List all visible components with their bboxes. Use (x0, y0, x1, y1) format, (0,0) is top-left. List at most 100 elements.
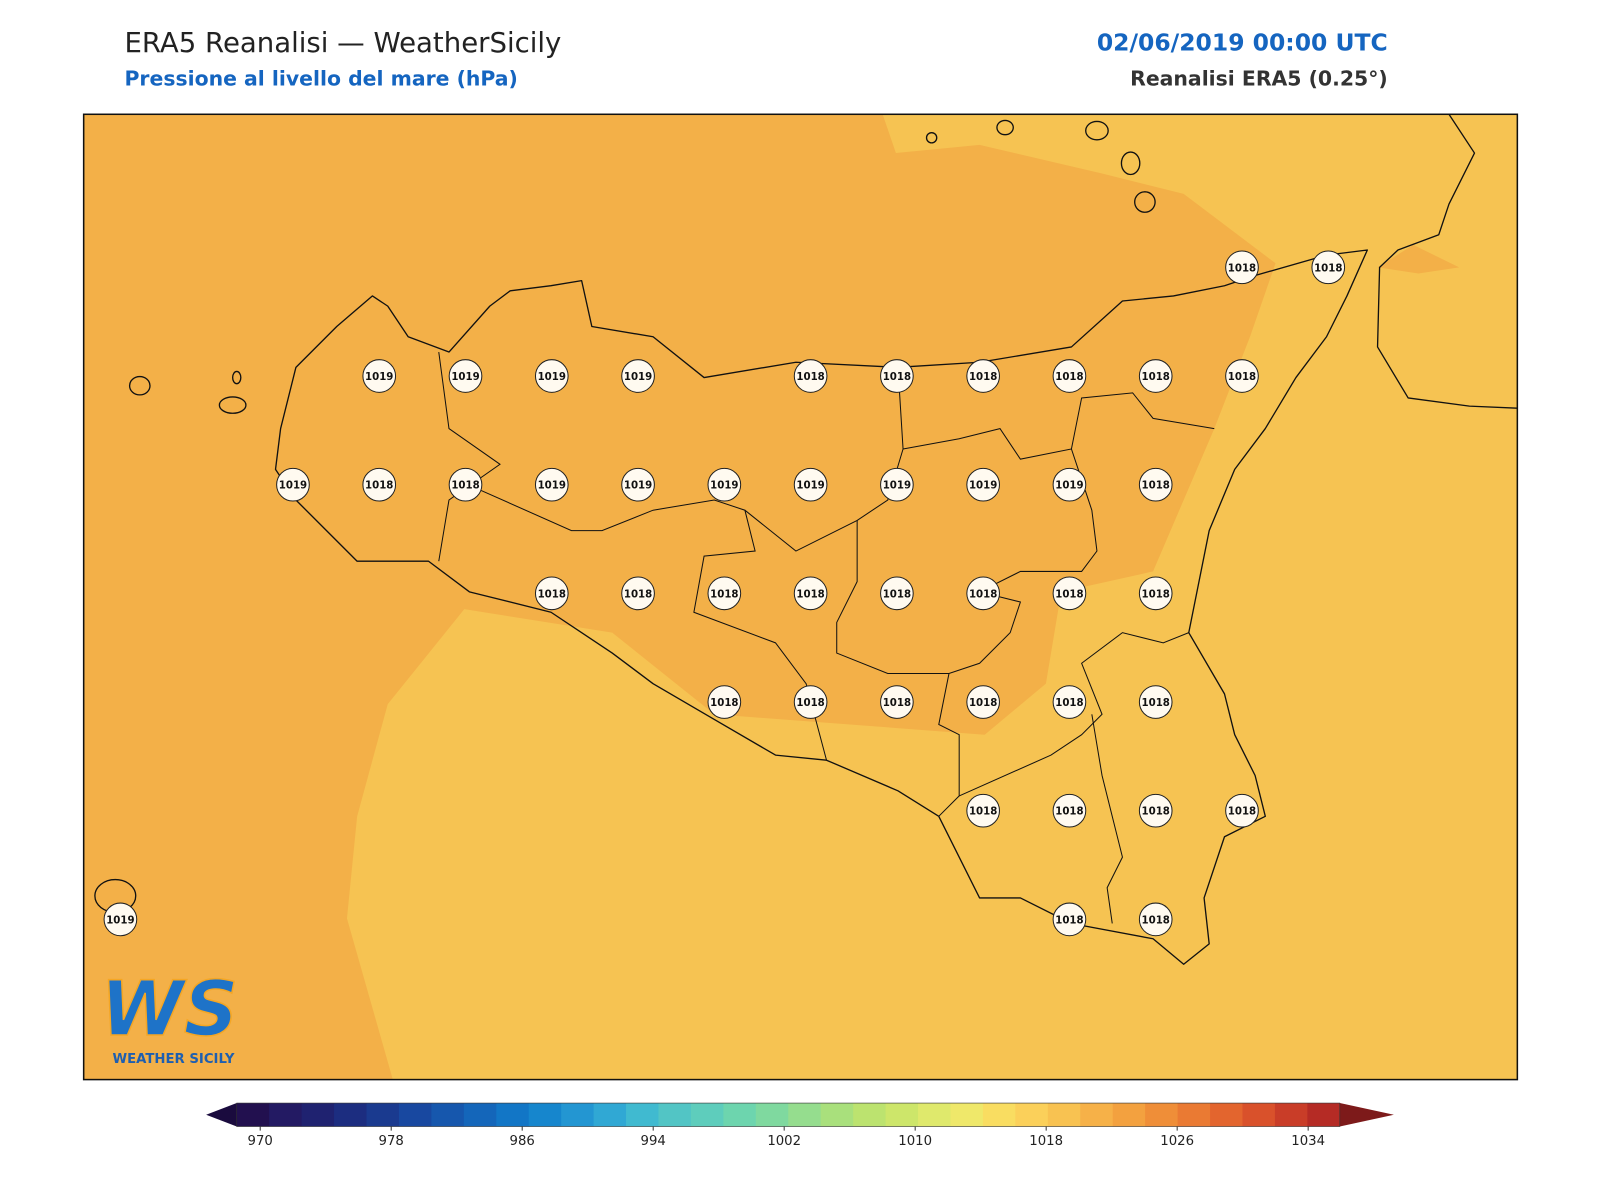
station-value: 1018 (883, 589, 911, 600)
datetime: 02/06/2019 00:00 UTC (1097, 28, 1388, 56)
station-marker (880, 467, 914, 502)
station-value: 1019 (883, 481, 911, 492)
station-value: 1018 (883, 698, 911, 709)
station-marker (534, 576, 569, 611)
station-value: 1019 (538, 372, 566, 383)
station-marker (793, 576, 828, 611)
province-border (1091, 714, 1123, 924)
station-marker (880, 359, 914, 393)
station-marker (1052, 359, 1087, 393)
province-border (744, 367, 904, 552)
title: ERA5 Reanalisi — WeatherSicily (124, 27, 561, 59)
colorbar-swatch (982, 1103, 1016, 1127)
map-frame (82, 113, 1519, 1081)
station-value: 1018 (1228, 807, 1256, 818)
station-marker (621, 467, 655, 502)
colorbar-swatch (1145, 1103, 1178, 1127)
station-marker (448, 359, 483, 393)
station-marker (1052, 793, 1087, 828)
island (1120, 151, 1141, 176)
station-value: 1018 (1142, 589, 1170, 600)
station-marker (534, 359, 569, 393)
station-value: 1018 (365, 481, 393, 492)
colorbar-swatch (885, 1103, 919, 1127)
calabria-coast (1376, 114, 1518, 409)
colorbar-tick-label: 978 (379, 1134, 404, 1149)
colorbar-swatch (1274, 1103, 1308, 1127)
colorbar-swatch (950, 1103, 984, 1127)
province-border (479, 489, 828, 761)
colorbar-swatch (658, 1103, 692, 1127)
station-marker (1138, 902, 1173, 937)
colorbar-swatch (690, 1103, 724, 1127)
sicily-coast (274, 249, 1369, 965)
station-value: 1019 (969, 481, 997, 492)
station-value: 1018 (1142, 481, 1170, 492)
pressure-field-band (83, 114, 1276, 1080)
colorbar: 970 978 986 994 1002 1010 1018 1026 1034 (206, 1102, 1394, 1149)
colorbar-swatch (301, 1103, 335, 1127)
station-marker (1052, 902, 1087, 937)
source: Reanalisi ERA5 (0.25°) (1130, 67, 1388, 91)
station-value: 1018 (710, 589, 738, 600)
colorbar-swatch (788, 1103, 822, 1127)
station-marker (1225, 250, 1259, 285)
station-value: 1018 (969, 589, 997, 600)
colorbar-swatch (820, 1103, 854, 1127)
colorbar-tick-label: 1034 (1291, 1134, 1325, 1149)
station-value: 1018 (969, 698, 997, 709)
colorbar-swatch (723, 1103, 757, 1127)
station-marker (707, 576, 742, 611)
station-value: 1018 (969, 372, 997, 383)
station-value: 1018 (1055, 915, 1083, 926)
station-marker (1138, 467, 1173, 502)
logo-mark: WS (101, 965, 239, 1053)
island (218, 396, 247, 414)
station-value: 1019 (624, 372, 652, 383)
station-marker (966, 793, 1001, 828)
colorbar-swatch (1307, 1103, 1341, 1127)
station-marker (362, 467, 397, 502)
stations: 1018 1018 1019 1019 1019 1019 1018 1018 1018 1018… (103, 250, 1346, 937)
colorbar-swatch (496, 1103, 530, 1127)
station-value: 1019 (538, 481, 566, 492)
station-value: 1019 (1055, 481, 1083, 492)
colorbar-swatch (398, 1103, 432, 1127)
colorbar-swatch (269, 1103, 303, 1127)
island (925, 131, 938, 144)
station-marker (966, 467, 1001, 502)
colorbar-swatch (1047, 1103, 1081, 1127)
station-value: 1018 (1055, 372, 1083, 383)
station-marker (707, 685, 742, 719)
station-marker (448, 467, 483, 502)
station-value: 1018 (796, 372, 824, 383)
station-marker (103, 902, 138, 937)
station-marker (793, 685, 828, 719)
station-value: 1018 (624, 589, 652, 600)
colorbar-swatch (1080, 1103, 1114, 1127)
station-marker (1138, 359, 1173, 393)
station-marker (793, 359, 828, 393)
colorbar-swatch (918, 1103, 951, 1127)
colorbar-swatch (334, 1103, 367, 1127)
station-value: 1019 (796, 481, 824, 492)
station-marker (1052, 467, 1087, 502)
colorbar-under (206, 1103, 237, 1127)
colorbar-swatch (366, 1103, 400, 1127)
station-value: 1018 (796, 698, 824, 709)
colorbar-tick-label: 986 (510, 1134, 535, 1149)
province-border (438, 351, 501, 562)
station-value: 1019 (106, 915, 134, 926)
colorbar-swatch (1112, 1103, 1146, 1127)
colorbar-swatch (431, 1103, 465, 1127)
map-area: 1018 1018 1019 1019 1019 1019 1018 1018 1018 1018… (83, 114, 1518, 1080)
station-marker (707, 467, 742, 502)
station-value: 1018 (1055, 698, 1083, 709)
station-value: 1019 (710, 481, 738, 492)
station-value: 1019 (365, 372, 393, 383)
subtitle: Pressione al livello del mare (hPa) (124, 67, 517, 91)
colorbar-frame (236, 1102, 1341, 1127)
colorbar-swatch (236, 1103, 270, 1127)
colorbar-swatch (593, 1103, 627, 1127)
